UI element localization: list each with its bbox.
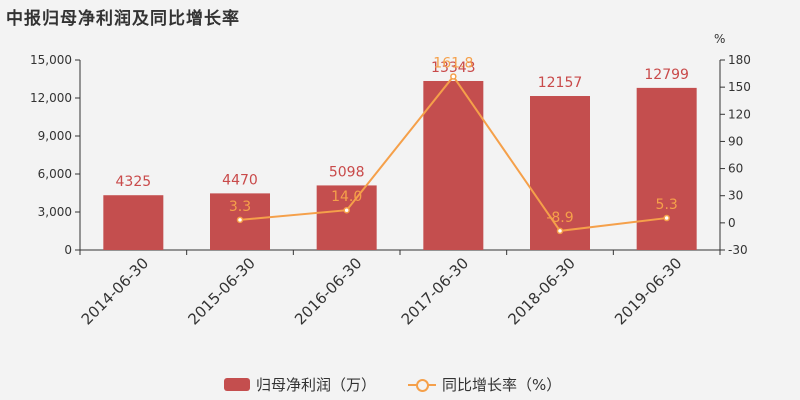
growth-point <box>236 216 244 224</box>
legend-bar-swatch <box>224 378 250 391</box>
legend: 归母净利润（万） 同比增长率（%） <box>0 374 800 396</box>
y-right-tick-label: 180 <box>728 53 751 67</box>
y-left-tick-label: 0 <box>64 243 72 257</box>
y-right-tick-label: -30 <box>728 243 748 257</box>
bar-data-label: 5098 <box>329 164 365 180</box>
y-right-tick-label: 0 <box>728 216 736 230</box>
y-left-tick-label: 3,000 <box>38 205 72 219</box>
y-left-tick-label: 6,000 <box>38 167 72 181</box>
legend-item-growth[interactable]: 同比增长率（%） <box>408 374 561 395</box>
growth-point <box>450 73 457 80</box>
y-left-tick-label: 12,000 <box>30 91 72 105</box>
x-tick-label: 2015-06-30 <box>184 254 258 328</box>
growth-point <box>343 206 350 214</box>
y-right-tick-label: 90 <box>728 134 743 148</box>
y-right-tick-label: 150 <box>728 80 751 94</box>
y-right-tick-label: 120 <box>728 107 751 121</box>
growth-point <box>663 214 670 222</box>
legend-line-swatch <box>408 378 436 392</box>
legend-label-growth: 同比增长率（%） <box>442 376 562 394</box>
bar-data-label: 4325 <box>116 174 152 190</box>
y-right-tick-label: 60 <box>728 162 743 176</box>
y-left-tick-label: 15,000 <box>30 53 72 67</box>
x-tick-label: 2014-06-30 <box>78 254 152 328</box>
bar-data-label: 12157 <box>538 75 583 91</box>
chart-title: 中报归母净利润及同比增长率 <box>6 9 240 29</box>
growth-data-label: -8.9 <box>546 210 573 226</box>
legend-item-profit[interactable]: 归母净利润（万） <box>224 374 376 395</box>
growth-point <box>556 227 564 235</box>
x-tick-label: 2016-06-30 <box>291 254 365 328</box>
bar <box>423 80 484 250</box>
legend-label-profit: 归母净利润（万） <box>256 376 377 394</box>
y-right-unit-label: % <box>714 32 725 46</box>
bar-data-label: 12799 <box>644 67 689 83</box>
y-left-tick-label: 9,000 <box>38 129 72 143</box>
growth-data-label: 5.3 <box>656 197 678 213</box>
x-tick-label: 2019-06-30 <box>611 254 685 328</box>
growth-data-label: 14.0 <box>331 189 362 205</box>
bar <box>316 185 377 250</box>
growth-data-label: 3.3 <box>229 199 251 215</box>
x-tick-label: 2017-06-30 <box>398 254 472 328</box>
y-right-tick-label: 30 <box>728 189 743 203</box>
bar <box>530 96 590 251</box>
bar-data-label: 13343 <box>431 60 476 76</box>
x-tick-label: 2018-06-30 <box>504 254 578 328</box>
bar-data-label: 4470 <box>222 172 258 188</box>
growth-data-label: 161.8 <box>433 55 473 71</box>
bar <box>103 195 164 250</box>
bar <box>636 87 697 250</box>
